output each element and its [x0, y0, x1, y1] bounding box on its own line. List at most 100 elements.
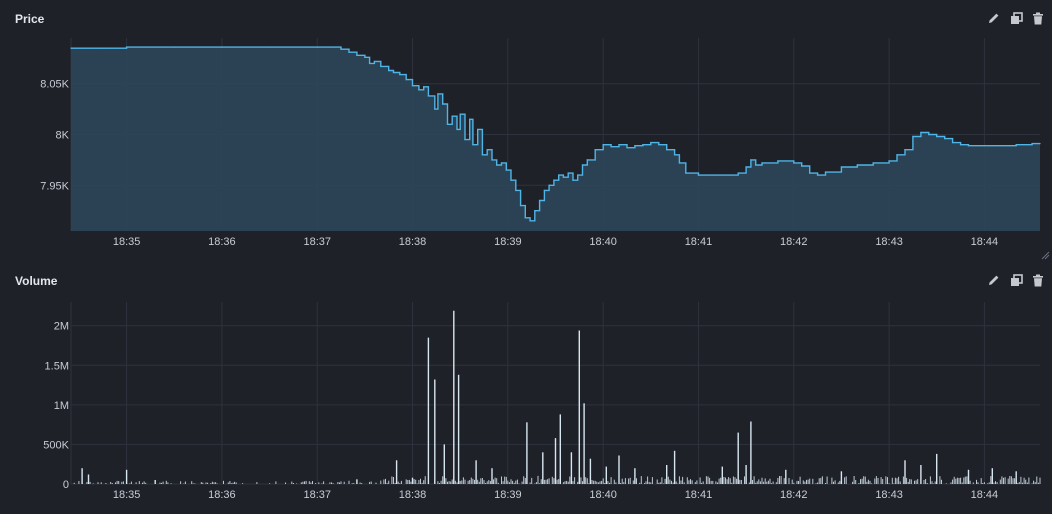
- price-point: [491, 159, 493, 161]
- price-points: [70, 46, 1041, 222]
- price-point: [316, 46, 318, 48]
- volume-x-tick-label: 18:43: [875, 489, 903, 501]
- price-point: [1015, 144, 1017, 146]
- price-x-tick-label: 18:43: [875, 236, 903, 248]
- price-point: [737, 172, 739, 174]
- price-point: [572, 179, 574, 181]
- price-point: [577, 174, 579, 176]
- price-x-tick-label: 18:40: [589, 236, 617, 248]
- price-point: [856, 164, 858, 166]
- price-area-fill: [71, 47, 1040, 231]
- resize-handle-icon[interactable]: [1040, 250, 1050, 260]
- volume-x-tick-label: 18:37: [303, 489, 331, 501]
- price-point: [392, 71, 395, 74]
- price-point: [777, 160, 779, 162]
- price-point: [1039, 143, 1041, 145]
- volume-chart[interactable]: 0 500K 1M 1.5M 2M 18:35 18:36 18:37 18:38 18:39 18…: [0, 262, 1052, 514]
- volume-y-tick-label: 2M: [54, 321, 69, 333]
- price-point: [944, 137, 946, 140]
- price-x-tick-label: 18:37: [303, 236, 331, 248]
- price-point: [872, 162, 874, 164]
- price-point: [70, 47, 72, 49]
- price-point: [405, 79, 407, 81]
- price-point: [451, 115, 453, 117]
- price-chart[interactable]: 7.95K 8K 8.05K 18:35 18:36 18:37 18:38 18:39 18:…: [0, 0, 1052, 262]
- price-point: [745, 166, 747, 168]
- price-point: [519, 205, 522, 207]
- price-point: [102, 47, 104, 49]
- price-point: [586, 159, 588, 161]
- price-x-tick-label: 18:36: [208, 236, 236, 248]
- price-point: [650, 142, 652, 144]
- price-point: [626, 147, 628, 149]
- duplicate-icon[interactable]: [1008, 10, 1024, 26]
- price-x-tick-label: 18:42: [780, 236, 808, 248]
- volume-y-tick-label: 500K: [43, 439, 69, 451]
- volume-x-tick-label: 18:39: [494, 489, 522, 501]
- price-panel: Price 7.95K 8K 8.05K 18:35 18:36 18:37 18:38 18…: [0, 0, 1052, 262]
- price-point: [469, 118, 471, 120]
- price-point: [896, 154, 898, 156]
- volume-x-tick-label: 18:44: [971, 489, 999, 501]
- pencil-icon[interactable]: [986, 10, 1002, 26]
- price-point: [697, 174, 700, 176]
- price-point: [581, 164, 584, 166]
- pencil-icon[interactable]: [986, 272, 1002, 288]
- price-x-tick-label: 18:38: [399, 236, 427, 248]
- price-point: [459, 113, 461, 115]
- price-point: [221, 46, 223, 48]
- price-point: [340, 48, 342, 50]
- price-point: [658, 144, 660, 146]
- price-point: [427, 95, 430, 97]
- price-point: [268, 46, 271, 48]
- price-point: [912, 135, 914, 138]
- price-point: [755, 164, 757, 166]
- price-point: [524, 217, 526, 219]
- volume-x-tick-label: 18:40: [589, 489, 617, 501]
- price-point: [348, 51, 350, 53]
- price-point: [500, 162, 503, 164]
- price-point: [464, 138, 466, 141]
- price-point: [388, 69, 390, 72]
- price-point: [562, 176, 565, 178]
- price-point: [674, 154, 676, 156]
- price-point: [529, 220, 531, 222]
- price-point: [678, 162, 681, 164]
- volume-panel: Volume 0 500K 1M 1.5M 2M 18:35 18:36 18:37 18:38…: [0, 262, 1052, 514]
- price-point: [446, 123, 449, 125]
- volume-y-tick-label: 1M: [54, 400, 69, 412]
- price-point: [553, 179, 555, 181]
- price-point: [952, 142, 954, 144]
- price-point: [983, 145, 986, 147]
- price-point: [481, 154, 484, 156]
- price-y-tick-label: 7.95K: [40, 180, 69, 192]
- duplicate-icon[interactable]: [1008, 272, 1024, 288]
- price-point: [418, 89, 420, 91]
- price-point: [685, 172, 687, 174]
- price-point: [618, 144, 620, 146]
- trash-icon[interactable]: [1030, 10, 1046, 26]
- price-point: [472, 144, 474, 146]
- price-point: [486, 149, 488, 151]
- price-point: [399, 73, 401, 76]
- price-point: [959, 144, 962, 146]
- price-point: [817, 174, 819, 176]
- price-point: [904, 149, 906, 151]
- price-point: [332, 46, 334, 48]
- price-point: [543, 189, 545, 191]
- trash-icon[interactable]: [1030, 272, 1046, 288]
- price-point: [558, 174, 560, 176]
- price-point: [967, 145, 970, 147]
- price-point: [999, 145, 1001, 147]
- price-point: [173, 46, 175, 48]
- price-point: [515, 189, 517, 191]
- price-point: [534, 210, 536, 212]
- price-point: [729, 174, 731, 176]
- volume-grid: [70, 302, 1040, 485]
- price-point: [936, 135, 938, 138]
- price-point: [610, 146, 612, 148]
- price-panel-tools: [986, 10, 1046, 26]
- price-point: [442, 103, 444, 105]
- price-point: [364, 56, 366, 58]
- volume-x-tick-label: 18:35: [113, 489, 141, 501]
